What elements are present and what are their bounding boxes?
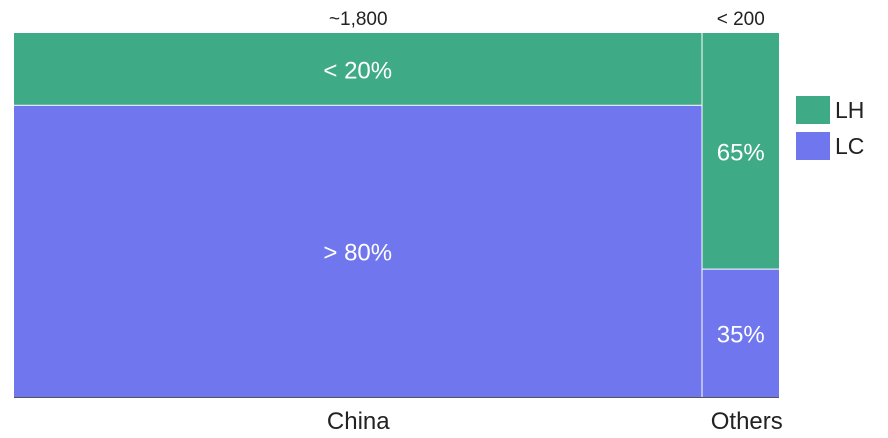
total-label-china: ~1,800 <box>329 9 388 30</box>
category-label-china: China <box>327 408 390 433</box>
legend-label-lc: LC <box>835 133 864 159</box>
segment-label-others-lc: 35% <box>717 321 765 348</box>
legend: LH LC <box>796 96 864 160</box>
segment-label-china-lc: > 80% <box>323 239 392 266</box>
legend-label-lh: LH <box>835 97 864 123</box>
segment-label-china-lh: < 20% <box>323 57 392 84</box>
total-label-others: < 200 <box>717 9 765 30</box>
category-label-others: Others <box>711 408 783 433</box>
legend-swatch-lc <box>796 132 830 160</box>
bars-layer <box>14 33 779 397</box>
segment-label-others-lh: 65% <box>717 139 765 166</box>
legend-swatch-lh <box>796 96 830 124</box>
